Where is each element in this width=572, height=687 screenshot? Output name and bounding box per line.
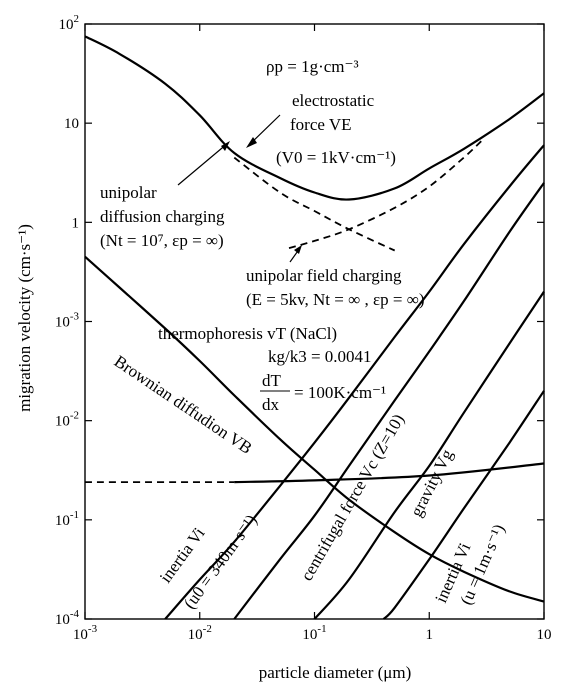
series-line-3-solid — [234, 462, 545, 484]
series-curves — [84, 35, 545, 620]
field-label-2: (E = 5kv, Nt = ∞ , εp = ∞) — [246, 290, 425, 309]
series-line-4 — [84, 255, 545, 603]
field-arrow-head — [294, 245, 302, 254]
y-tick-label: 1 — [72, 215, 80, 231]
thermo-label-3-val: = 100K·cm⁻¹ — [294, 383, 386, 402]
electrostatic-arrow-head — [246, 137, 257, 148]
x-tick-label: 10-3 — [73, 623, 98, 643]
x-tick-label: 1 — [426, 627, 434, 643]
electrostatic-label-2: force VE — [290, 115, 352, 134]
x-axis-label: particle diameter (μm) — [259, 663, 412, 682]
y-tick-label: 10-1 — [55, 509, 79, 529]
plot-frame — [84, 23, 545, 620]
series-line-8 — [382, 390, 545, 620]
x-tick-label: 10-1 — [302, 623, 326, 643]
gravity-label: gravity Vg — [407, 446, 457, 520]
y-tick-label: 10-4 — [55, 608, 80, 628]
brownian-label: Brownian diffudion VB — [111, 352, 256, 458]
thermo-label-3-den: dx — [262, 395, 280, 414]
density-annotation: ρp = 1g·cm⁻³ — [266, 57, 359, 76]
thermo-label-1: thermophoresis vT (NaCl) — [158, 324, 337, 343]
series-line-1 — [233, 156, 396, 252]
electrostatic-label-1: electrostatic — [292, 91, 375, 110]
y-tick-label: 10-3 — [55, 311, 80, 331]
series-line-6 — [233, 182, 545, 620]
v0-annotation: (V0 = 1kV·cm⁻¹) — [276, 148, 396, 167]
y-tick-label: 10 — [64, 116, 79, 132]
y-tick-label: 10-2 — [55, 410, 79, 430]
thermo-label-2: kg/k3 = 0.0041 — [268, 347, 372, 366]
diffusion-arrow-head — [221, 141, 230, 151]
series-line-0 — [84, 35, 545, 201]
thermo-label-3-num: dT — [262, 371, 282, 390]
axis-ticks — [84, 23, 545, 620]
x-tick-label: 10 — [537, 627, 552, 643]
series-line-2 — [288, 137, 485, 249]
diffusion-label-1: unipolar — [100, 183, 157, 202]
x-tick-label: 10-2 — [188, 623, 212, 643]
field-label-1: unipolar field charging — [246, 266, 402, 285]
diffusion-label-3: (Nt = 10⁷, εp = ∞) — [100, 231, 224, 250]
leader-arrows — [177, 114, 302, 263]
y-axis-label: migration velocity (cm·s⁻¹) — [15, 224, 34, 412]
y-tick-label: 102 — [59, 13, 80, 33]
series-line-7 — [313, 290, 545, 620]
diffusion-arrow — [177, 142, 229, 186]
series-line-5 — [164, 144, 545, 620]
diffusion-label-2: diffusion charging — [100, 207, 225, 226]
centrifugal-label: centrifugal force Vc (Z=10) — [297, 411, 408, 584]
